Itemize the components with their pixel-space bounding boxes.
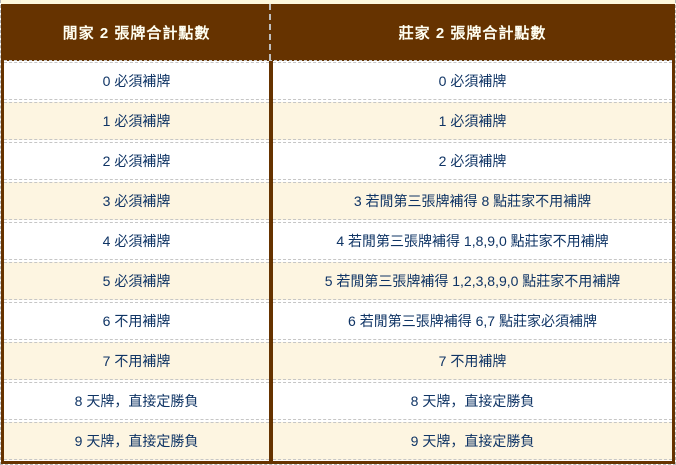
table-row: 6 不用補牌 6 若閒第三張牌補得 6,7 點莊家必須補牌 bbox=[4, 301, 672, 341]
table-row: 0 必須補牌 0 必須補牌 bbox=[4, 61, 672, 101]
column-divider bbox=[269, 261, 273, 301]
table-row: 2 必須補牌 2 必須補牌 bbox=[4, 141, 672, 181]
banker-rule-cell: 1 必須補牌 bbox=[273, 102, 672, 140]
player-rule-cell: 2 必須補牌 bbox=[4, 142, 269, 180]
column-divider bbox=[269, 181, 273, 221]
column-divider bbox=[269, 341, 273, 381]
table-row: 5 必須補牌 5 若閒第三張牌補得 1,2,3,8,9,0 點莊家不用補牌 bbox=[4, 261, 672, 301]
drawing-rules-table: 閒家 2 張牌合計點數 莊家 2 張牌合計點數 0 必須補牌 0 必須補牌 1 … bbox=[1, 4, 675, 464]
player-rule-cell: 4 必須補牌 bbox=[4, 222, 269, 260]
table-row: 3 必須補牌 3 若閒第三張牌補得 8 點莊家不用補牌 bbox=[4, 181, 672, 221]
table-row: 9 天牌，直接定勝負 9 天牌，直接定勝負 bbox=[4, 421, 672, 461]
banker-rule-cell: 9 天牌，直接定勝負 bbox=[273, 422, 672, 460]
banker-rule-cell: 8 天牌，直接定勝負 bbox=[273, 382, 672, 420]
banker-rule-cell: 5 若閒第三張牌補得 1,2,3,8,9,0 點莊家不用補牌 bbox=[273, 262, 672, 300]
banker-rule-cell: 7 不用補牌 bbox=[273, 342, 672, 380]
column-divider bbox=[269, 101, 273, 141]
header-column-divider bbox=[269, 4, 273, 60]
player-rule-cell: 5 必須補牌 bbox=[4, 262, 269, 300]
banker-rule-cell: 0 必須補牌 bbox=[273, 62, 672, 100]
banker-rule-cell: 3 若閒第三張牌補得 8 點莊家不用補牌 bbox=[273, 182, 672, 220]
top-strip bbox=[1, 0, 675, 4]
banker-rule-cell: 4 若閒第三張牌補得 1,8,9,0 點莊家不用補牌 bbox=[273, 222, 672, 260]
player-rule-cell: 8 天牌，直接定勝負 bbox=[4, 382, 269, 420]
player-rule-cell: 9 天牌，直接定勝負 bbox=[4, 422, 269, 460]
player-rule-cell: 0 必須補牌 bbox=[4, 62, 269, 100]
column-divider bbox=[269, 141, 273, 181]
column-divider bbox=[269, 301, 273, 341]
table-row: 1 必須補牌 1 必須補牌 bbox=[4, 101, 672, 141]
table-row: 4 必須補牌 4 若閒第三張牌補得 1,8,9,0 點莊家不用補牌 bbox=[4, 221, 672, 261]
column-divider bbox=[269, 381, 273, 421]
table-row: 8 天牌，直接定勝負 8 天牌，直接定勝負 bbox=[4, 381, 672, 421]
player-rule-cell: 7 不用補牌 bbox=[4, 342, 269, 380]
table-row: 7 不用補牌 7 不用補牌 bbox=[4, 341, 672, 381]
banker-points-header: 莊家 2 張牌合計點數 bbox=[398, 24, 547, 42]
banker-rule-cell: 2 必須補牌 bbox=[273, 142, 672, 180]
banker-rule-cell: 6 若閒第三張牌補得 6,7 點莊家必須補牌 bbox=[273, 302, 672, 340]
player-rule-cell: 1 必須補牌 bbox=[4, 102, 269, 140]
column-divider bbox=[269, 61, 273, 101]
column-divider bbox=[269, 421, 273, 461]
player-rule-cell: 6 不用補牌 bbox=[4, 302, 269, 340]
column-divider bbox=[269, 221, 273, 261]
table-header-row: 閒家 2 張牌合計點數 莊家 2 張牌合計點數 bbox=[4, 4, 672, 61]
player-points-header: 閒家 2 張牌合計點數 bbox=[62, 24, 211, 42]
player-rule-cell: 3 必須補牌 bbox=[4, 182, 269, 220]
table-body: 0 必須補牌 0 必須補牌 1 必須補牌 1 必須補牌 2 必須補牌 2 必須補… bbox=[4, 61, 672, 461]
